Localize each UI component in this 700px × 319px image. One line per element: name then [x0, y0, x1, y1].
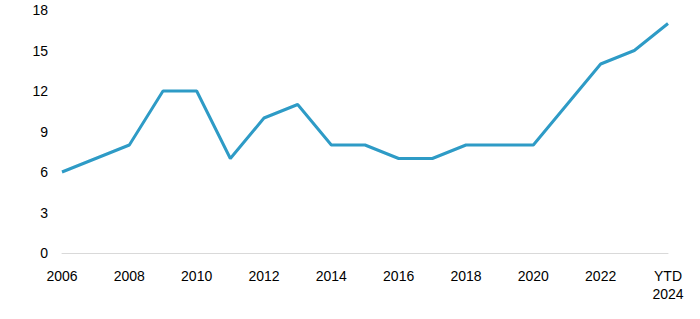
- svg-text:2020: 2020: [518, 268, 549, 284]
- svg-text:3: 3: [40, 205, 48, 221]
- svg-text:2014: 2014: [316, 268, 347, 284]
- svg-text:12: 12: [32, 83, 48, 99]
- svg-text:2010: 2010: [181, 268, 212, 284]
- svg-text:0: 0: [40, 245, 48, 261]
- svg-text:18: 18: [32, 2, 48, 18]
- svg-text:9: 9: [40, 124, 48, 140]
- svg-text:2024: 2024: [652, 286, 683, 302]
- svg-text:2008: 2008: [114, 268, 145, 284]
- svg-text:YTD: YTD: [654, 268, 682, 284]
- svg-text:2018: 2018: [450, 268, 481, 284]
- svg-text:2012: 2012: [248, 268, 279, 284]
- svg-text:2006: 2006: [46, 268, 77, 284]
- svg-text:2022: 2022: [585, 268, 616, 284]
- svg-text:15: 15: [32, 43, 48, 59]
- svg-text:2016: 2016: [383, 268, 414, 284]
- svg-text:6: 6: [40, 164, 48, 180]
